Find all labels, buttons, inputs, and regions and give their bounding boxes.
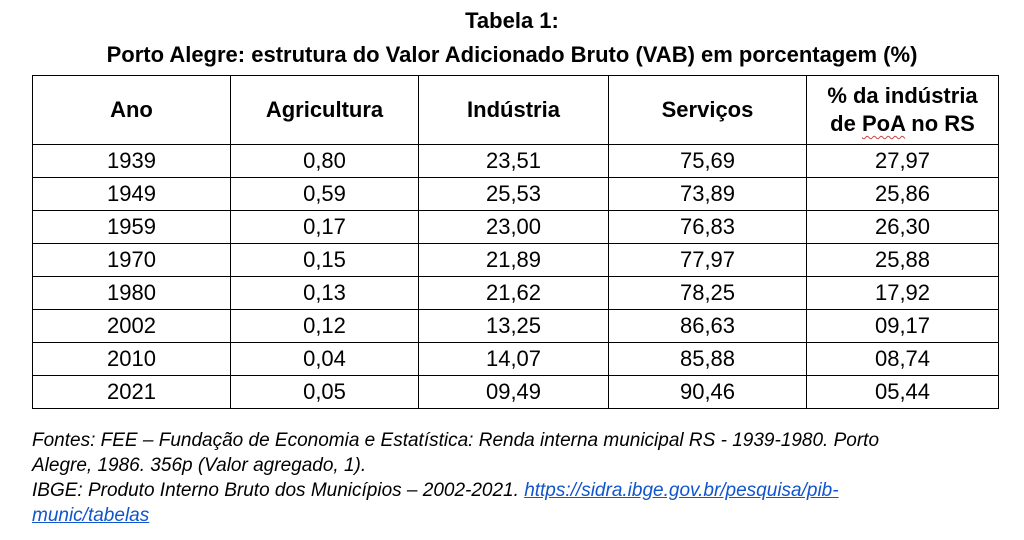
cell-servicos: 75,69 (608, 144, 807, 178)
cell-ano: 2021 (32, 375, 231, 409)
cell-ano: 2002 (32, 309, 231, 343)
table-row: 2021 0,05 09,49 90,46 05,44 (32, 375, 999, 409)
cell-industria: 23,00 (418, 210, 609, 244)
sidra-link[interactable]: https://sidra.ibge.gov.br/pesquisa/pib- (524, 480, 839, 501)
cell-pct: 17,92 (806, 276, 999, 310)
cell-servicos: 76,83 (608, 210, 807, 244)
table-row: 2010 0,04 14,07 85,88 08,74 (32, 342, 999, 376)
cell-agricultura: 0,13 (230, 276, 419, 310)
cell-industria: 25,53 (418, 177, 609, 211)
source-line-4: munic/tabelas (32, 503, 1002, 528)
cell-pct: 05,44 (806, 375, 999, 409)
header-row: Ano Agricultura Indústria Serviços % da … (32, 75, 999, 145)
header-agricultura: Agricultura (230, 75, 419, 145)
cell-agricultura: 0,05 (230, 375, 419, 409)
cell-ano: 2010 (32, 342, 231, 376)
table-row: 1939 0,80 23,51 75,69 27,97 (32, 144, 999, 178)
cell-ano: 1970 (32, 243, 231, 277)
source-line-3: IBGE: Produto Interno Bruto dos Municípi… (32, 478, 1002, 503)
cell-agricultura: 0,12 (230, 309, 419, 343)
table-subtitle: Porto Alegre: estrutura do Valor Adicion… (106, 42, 918, 67)
cell-pct: 08,74 (806, 342, 999, 376)
cell-ano: 1980 (32, 276, 231, 310)
cell-ano: 1959 (32, 210, 231, 244)
cell-industria: 21,62 (418, 276, 609, 310)
cell-industria: 09,49 (418, 375, 609, 409)
header-pct-line2-a: de (830, 111, 862, 136)
cell-servicos: 73,89 (608, 177, 807, 211)
vab-table: Ano Agricultura Indústria Serviços % da … (32, 75, 999, 409)
header-pct-line2-b: PoA (861, 111, 906, 136)
cell-agricultura: 0,59 (230, 177, 419, 211)
table-title: Tabela 1: (465, 8, 559, 33)
table-row: 1970 0,15 21,89 77,97 25,88 (32, 243, 999, 277)
sidra-link-continued[interactable]: munic/tabelas (32, 505, 150, 526)
cell-pct: 27,97 (806, 144, 999, 178)
table-body: 1939 0,80 23,51 75,69 27,97 1949 0,59 25,53 73,8… (32, 144, 999, 409)
cell-industria: 21,89 (418, 243, 609, 277)
cell-servicos: 86,63 (608, 309, 807, 343)
cell-pct: 25,86 (806, 177, 999, 211)
table-row: 1949 0,59 25,53 73,89 25,86 (32, 177, 999, 211)
source-line-3-text: IBGE: Produto Interno Bruto dos Municípi… (32, 480, 525, 501)
table-row: 1959 0,17 23,00 76,83 26,30 (32, 210, 999, 244)
header-pct-line1: % da indústria (827, 83, 978, 108)
table-row: 2002 0,12 13,25 86,63 09,17 (32, 309, 999, 343)
header-servicos: Serviços (608, 75, 807, 145)
cell-industria: 14,07 (418, 342, 609, 376)
cell-industria: 13,25 (418, 309, 609, 343)
source-line-2: Alegre, 1986. 356p (Valor agregado, 1). (32, 455, 367, 476)
cell-ano: 1939 (32, 144, 231, 178)
cell-servicos: 85,88 (608, 342, 807, 376)
sources-note: Fontes: FEE – Fundação de Economia e Est… (32, 428, 1002, 528)
cell-servicos: 90,46 (608, 375, 807, 409)
cell-pct: 09,17 (806, 309, 999, 343)
cell-servicos: 77,97 (608, 243, 807, 277)
header-ano: Ano (32, 75, 231, 145)
cell-agricultura: 0,17 (230, 210, 419, 244)
cell-ano: 1949 (32, 177, 231, 211)
table-row: 1980 0,13 21,62 78,25 17,92 (32, 276, 999, 310)
cell-industria: 23,51 (418, 144, 609, 178)
header-pct-line2-c: no RS (905, 111, 975, 136)
header-pct-industria: % da indústria de PoA no RS (806, 75, 999, 145)
cell-agricultura: 0,80 (230, 144, 419, 178)
cell-pct: 25,88 (806, 243, 999, 277)
cell-pct: 26,30 (806, 210, 999, 244)
cell-agricultura: 0,15 (230, 243, 419, 277)
cell-servicos: 78,25 (608, 276, 807, 310)
cell-agricultura: 0,04 (230, 342, 419, 376)
header-industria: Indústria (418, 75, 609, 145)
source-line-1: Fontes: FEE – Fundação de Economia e Est… (32, 430, 880, 451)
